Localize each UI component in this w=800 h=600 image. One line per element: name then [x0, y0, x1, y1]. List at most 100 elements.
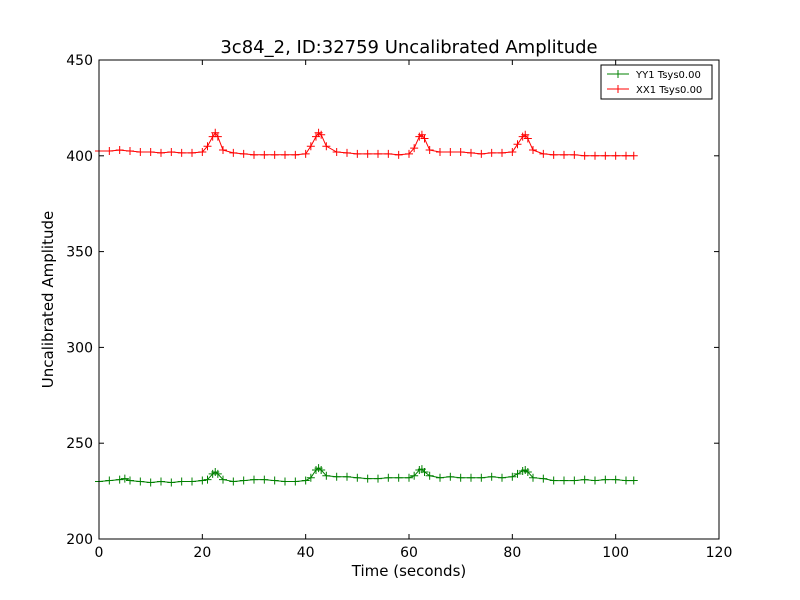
- data-point-marker: [539, 149, 548, 158]
- data-point-marker: [301, 149, 310, 158]
- y-tick-label: 400: [66, 149, 93, 165]
- data-point-marker: [281, 477, 289, 486]
- data-point-marker: [260, 150, 269, 159]
- y-tick-label: 200: [66, 532, 93, 548]
- data-point-marker: [343, 472, 351, 481]
- data-point-marker: [198, 476, 207, 485]
- data-point-marker: [611, 151, 620, 160]
- data-point-marker: [410, 471, 419, 480]
- x-tick-label: 0: [95, 545, 104, 561]
- data-point-marker: [420, 467, 429, 476]
- data-point-marker: [374, 149, 382, 158]
- data-point-marker: [317, 466, 326, 475]
- data-point-marker: [363, 474, 372, 483]
- x-axis-title: Time (seconds): [351, 562, 467, 580]
- legend-item: YY1 Tsys0.00: [607, 70, 701, 81]
- data-point-marker: [270, 476, 279, 485]
- data-point-marker: [446, 472, 455, 481]
- data-point-marker: [456, 473, 465, 482]
- legend-marker: [614, 85, 622, 93]
- data-point-marker: [591, 476, 599, 485]
- data-point-marker: [539, 474, 548, 483]
- data-point-marker: [291, 150, 300, 159]
- data-point-marker: [580, 151, 589, 160]
- data-point-marker: [436, 473, 444, 482]
- data-point-marker: [560, 150, 568, 159]
- data-point-marker: [322, 142, 331, 151]
- data-point-marker: [306, 142, 315, 151]
- data-point-marker: [420, 134, 429, 143]
- data-point-marker: [167, 147, 176, 156]
- data-point-marker: [239, 149, 248, 158]
- data-point-marker: [188, 477, 196, 486]
- data-point-marker: [410, 144, 419, 153]
- data-point-marker: [508, 472, 517, 481]
- data-point-marker: [498, 148, 506, 157]
- data-point-marker: [157, 148, 165, 157]
- data-point-marker: [136, 477, 145, 486]
- data-point-marker: [291, 477, 300, 486]
- x-tick-label: 80: [503, 545, 521, 561]
- data-point-marker: [487, 472, 496, 481]
- x-tick-label: 120: [706, 545, 733, 561]
- data-point-marker: [120, 474, 129, 483]
- data-point-marker: [260, 475, 269, 484]
- data-point-marker: [487, 148, 496, 157]
- data-point-marker: [322, 471, 331, 480]
- data-point-marker: [229, 148, 238, 157]
- data-point-marker: [456, 147, 465, 156]
- data-point-marker: [126, 476, 134, 485]
- data-point-marker: [374, 474, 382, 483]
- data-point-marker: [394, 150, 403, 159]
- data-point-marker: [146, 478, 155, 487]
- data-point-marker: [136, 147, 145, 156]
- data-point-marker: [332, 472, 341, 481]
- data-point-marker: [570, 150, 579, 159]
- data-point-marker: [523, 134, 532, 143]
- series-layer: [95, 128, 638, 487]
- data-point-marker: [332, 147, 341, 156]
- data-point-marker: [384, 149, 393, 158]
- data-point-marker: [317, 130, 326, 139]
- data-point-marker: [353, 473, 362, 482]
- data-point-marker: [446, 147, 455, 156]
- data-point-marker: [629, 151, 638, 160]
- legend-item: XX1 Tsys0.00: [607, 85, 702, 96]
- data-point-marker: [281, 150, 289, 159]
- legend: YY1 Tsys0.00 XX1 Tsys0.00: [600, 64, 713, 100]
- data-point-marker: [167, 478, 176, 487]
- data-point-marker: [115, 475, 124, 484]
- data-point-marker: [611, 475, 620, 484]
- data-point-marker: [229, 477, 238, 486]
- data-point-marker: [513, 140, 522, 149]
- data-point-marker: [405, 473, 413, 482]
- data-point-marker: [498, 473, 506, 482]
- series-1: [95, 464, 638, 487]
- data-point-marker: [177, 477, 186, 486]
- data-point-marker: [363, 149, 372, 158]
- legend-marker: [614, 70, 622, 78]
- data-point-marker: [219, 475, 227, 484]
- data-point-marker: [353, 149, 362, 158]
- data-point-marker: [629, 476, 638, 485]
- data-point-marker: [560, 476, 568, 485]
- x-tick-label: 40: [297, 545, 315, 561]
- data-point-marker: [343, 148, 351, 157]
- data-point-marker: [146, 147, 155, 156]
- data-point-marker: [126, 147, 134, 156]
- data-point-marker: [601, 151, 610, 160]
- data-point-marker: [239, 476, 248, 485]
- data-point-marker: [219, 146, 227, 155]
- data-point-marker: [157, 477, 165, 486]
- series-2: [95, 128, 638, 160]
- data-point-marker: [523, 467, 532, 476]
- data-point-marker: [477, 473, 486, 482]
- data-point-marker: [622, 476, 630, 485]
- legend-label: YY1 Tsys0.00: [635, 70, 701, 81]
- y-tick-label: 250: [66, 436, 93, 452]
- data-point-marker: [250, 475, 258, 484]
- data-point-marker: [549, 476, 558, 485]
- data-point-marker: [213, 469, 222, 478]
